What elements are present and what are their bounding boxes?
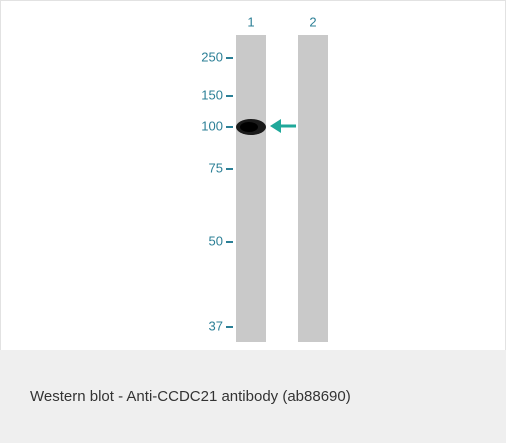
lane-label: 2 bbox=[309, 14, 316, 29]
figure: 1 2 250 150 100 75 50 37 bbox=[0, 0, 506, 351]
marker-label: 150 bbox=[201, 87, 223, 102]
western-blot: 1 2 250 150 100 75 50 37 bbox=[1, 1, 505, 351]
marker-label: 50 bbox=[209, 233, 223, 248]
lane bbox=[298, 35, 328, 342]
marker-label: 37 bbox=[209, 318, 223, 333]
caption: Western blot - Anti-CCDC21 antibody (ab8… bbox=[30, 388, 351, 405]
lane bbox=[236, 35, 266, 342]
caption-box: Western blot - Anti-CCDC21 antibody (ab8… bbox=[0, 350, 506, 443]
marker-label: 75 bbox=[209, 160, 223, 175]
lane-label: 1 bbox=[247, 14, 254, 29]
arrow bbox=[270, 119, 296, 133]
marker-label: 250 bbox=[201, 49, 223, 64]
page: 1 2 250 150 100 75 50 37 Western blot - Anti-CC… bbox=[0, 0, 506, 443]
marker-label: 100 bbox=[201, 118, 223, 133]
band-core bbox=[240, 122, 258, 132]
